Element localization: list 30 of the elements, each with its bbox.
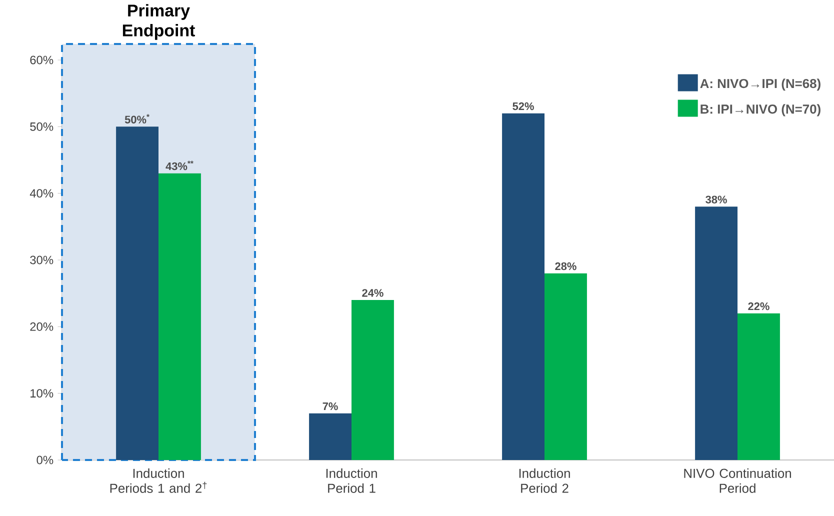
data-label: 24% bbox=[362, 289, 384, 297]
bar bbox=[738, 313, 780, 460]
y-tick-label: 40% bbox=[30, 189, 54, 198]
bar bbox=[309, 413, 352, 460]
x-tick-label: Induction Period 1 bbox=[326, 468, 377, 493]
bar bbox=[116, 126, 158, 460]
x-tick-label: NIVO Continuation Period bbox=[684, 468, 791, 493]
data-label: 43%$^{**}$ bbox=[166, 160, 194, 170]
band-label: Primary Endpoint bbox=[122, 4, 195, 40]
data-label: 28% bbox=[555, 262, 576, 270]
y-tick-label: 30% bbox=[30, 256, 54, 264]
legend-label: A: NIVO→IPI (N=68) bbox=[700, 78, 820, 91]
bar bbox=[695, 206, 738, 460]
data-label: 50%$^{*}$ bbox=[124, 114, 150, 124]
bar bbox=[502, 113, 545, 460]
y-tick-label: 20% bbox=[30, 322, 54, 331]
y-tick-label: 10% bbox=[30, 389, 54, 398]
bar bbox=[352, 300, 394, 460]
bar bbox=[158, 173, 201, 460]
x-tick-label: Induction Period 2 bbox=[519, 468, 570, 493]
data-label: 22% bbox=[748, 302, 770, 310]
data-label: 38% bbox=[706, 196, 727, 204]
data-label: 7% bbox=[322, 402, 338, 410]
data-label: 52% bbox=[512, 102, 534, 110]
bar bbox=[544, 273, 587, 460]
x-tick-label: Induction Periods 1 and 2$^{†}$ bbox=[110, 468, 207, 493]
y-tick-label: 60% bbox=[30, 56, 54, 64]
y-tick-label: 0% bbox=[36, 456, 54, 464]
y-tick-label: 50% bbox=[30, 122, 54, 131]
legend-label: B: IPI→NIVO (N=70) bbox=[700, 104, 820, 116]
